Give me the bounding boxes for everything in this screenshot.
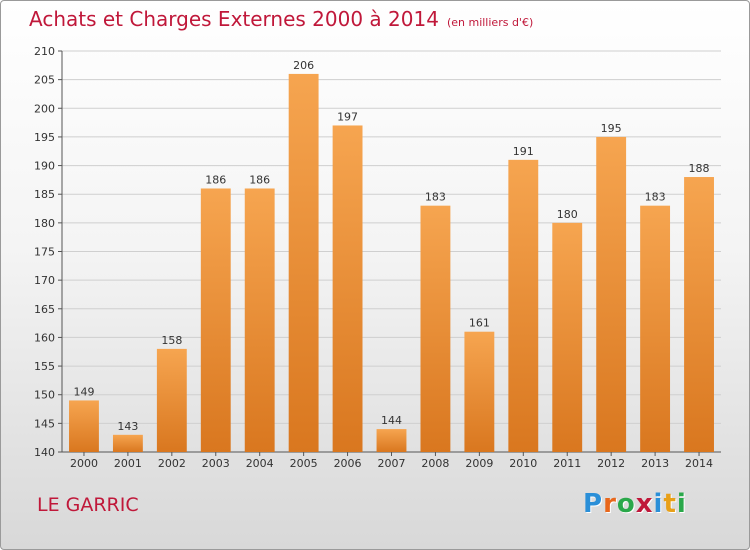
y-tick-label: 165	[34, 303, 55, 316]
logo-letter: t	[663, 489, 677, 519]
x-tick-label-2001: 2001	[114, 457, 142, 470]
x-tick-label-2014: 2014	[685, 457, 713, 470]
commune-name: LE GARRIC	[37, 494, 139, 516]
x-tick-label-2000: 2000	[70, 457, 98, 470]
bar-2005	[288, 73, 319, 453]
x-tick-label-2003: 2003	[202, 457, 230, 470]
x-tick-label-2007: 2007	[378, 457, 406, 470]
value-label-2003: 186	[205, 173, 226, 186]
value-label-2011: 180	[557, 208, 578, 221]
logo-letter: i	[653, 489, 664, 519]
x-tick-label-2008: 2008	[421, 457, 449, 470]
bar-2008	[420, 205, 451, 452]
y-tick-label: 155	[34, 360, 55, 373]
y-tick-label: 145	[34, 417, 55, 430]
bar-2004	[244, 188, 275, 452]
value-label-2008: 183	[425, 191, 446, 204]
chart-title: Achats et Charges Externes 2000 à 2014 (e…	[29, 7, 533, 31]
logo-letter: i	[676, 489, 687, 519]
y-tick-label: 210	[34, 45, 55, 58]
y-tick-label: 185	[34, 188, 55, 201]
y-tick-labels: 140 145 150 155 160 165 170 175 180 185 190 195 200 2…	[34, 45, 55, 459]
title-text: Achats et Charges Externes 2000 à 2014	[29, 7, 439, 31]
x-tick-label-2006: 2006	[334, 457, 362, 470]
proxiti-logo: Proxiti	[583, 489, 687, 519]
x-tick-label-2010: 2010	[509, 457, 537, 470]
y-tick-label: 190	[34, 160, 55, 173]
bar-2013	[640, 205, 671, 452]
value-label-2009: 161	[469, 317, 490, 330]
x-tick-label-2011: 2011	[553, 457, 581, 470]
value-label-2014: 188	[689, 162, 710, 175]
x-tick-label-2012: 2012	[597, 457, 625, 470]
value-label-2000: 149	[73, 385, 94, 398]
value-label-2010: 191	[513, 145, 534, 158]
y-tick-label: 170	[34, 274, 55, 287]
logo-letter: P	[583, 489, 604, 519]
y-tick-label: 205	[34, 74, 55, 87]
x-tick-label-2004: 2004	[246, 457, 274, 470]
y-tick-label: 140	[34, 446, 55, 459]
value-label-2005: 206	[293, 59, 314, 72]
logo-letter: o	[616, 489, 636, 519]
bar-2003	[200, 188, 231, 452]
bar-2002	[156, 348, 187, 452]
value-label-2002: 158	[161, 334, 182, 347]
x-tick-label-2002: 2002	[158, 457, 186, 470]
bar-2006	[332, 125, 363, 452]
chart-subtitle: (en milliers d'€)	[446, 16, 534, 29]
logo-letter: r	[603, 489, 617, 519]
y-tick-label: 150	[34, 389, 55, 402]
x-tick-label-2005: 2005	[290, 457, 318, 470]
bar-2012	[596, 136, 627, 452]
bar-2007	[376, 429, 407, 452]
x-tick-label-2009: 2009	[465, 457, 493, 470]
value-label-2007: 144	[381, 414, 402, 427]
logo-letter: x	[635, 489, 654, 519]
value-label-2006: 197	[337, 110, 358, 123]
y-tick-label: 160	[34, 331, 55, 344]
value-label-2001: 143	[117, 420, 138, 433]
bar-2010	[508, 159, 539, 453]
value-labels: 149 143 158 186 186 206 197 144 183 161 191 180 195 1…	[73, 59, 709, 433]
bar-2011	[552, 222, 583, 452]
value-label-2013: 183	[645, 191, 666, 204]
bar-2001	[112, 434, 143, 452]
bar-2014	[684, 177, 714, 452]
x-tick-label-2013: 2013	[641, 457, 669, 470]
y-tick-label: 175	[34, 246, 55, 259]
bar-2009	[464, 331, 495, 452]
bars	[69, 73, 714, 453]
value-label-2012: 195	[601, 122, 622, 135]
bar-2000	[69, 400, 99, 452]
y-tick-label: 180	[34, 217, 55, 230]
value-label-2004: 186	[249, 173, 270, 186]
y-tick-label: 195	[34, 131, 55, 144]
x-tick-labels: 2000 2001 2002 2003 2004 2005 2006 2007 2008 2009…	[70, 457, 713, 470]
y-tick-label: 200	[34, 102, 55, 115]
